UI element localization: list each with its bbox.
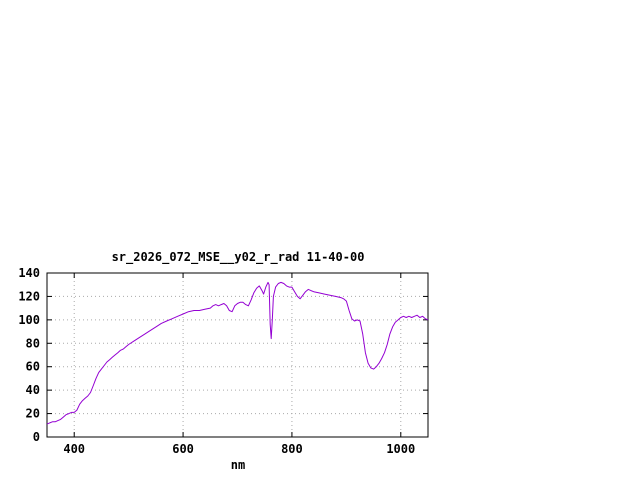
- x-tick-label: 800: [281, 442, 303, 456]
- y-tick-label: 60: [26, 360, 40, 374]
- y-tick-label: 20: [26, 407, 40, 421]
- series-line: [46, 281, 429, 425]
- y-tick-label: 120: [18, 289, 40, 303]
- x-tick-label: 600: [172, 442, 194, 456]
- chart-title: sr_2026_072_MSE__y02_r_rad 11-40-00: [112, 250, 365, 265]
- y-tick-label: 0: [33, 430, 40, 444]
- y-tick-label: 80: [26, 336, 40, 350]
- y-tick-label: 100: [18, 313, 40, 327]
- y-tick-label: 40: [26, 383, 40, 397]
- y-tick-label: 140: [18, 266, 40, 280]
- x-tick-label: 400: [63, 442, 85, 456]
- plot-border: [46, 272, 429, 438]
- x-axis-label: nm: [231, 458, 245, 472]
- x-tick-label: 1000: [386, 442, 415, 456]
